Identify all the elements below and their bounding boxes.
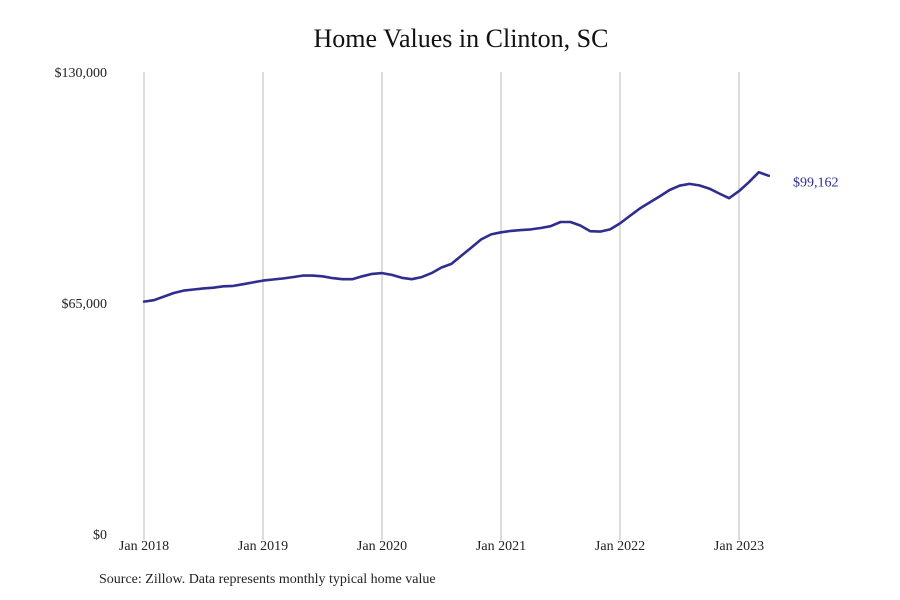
data-point — [173, 292, 175, 294]
data-point — [678, 185, 680, 187]
data-point — [361, 275, 363, 277]
end-value-label: $99,162 — [793, 176, 839, 191]
data-point — [232, 285, 234, 287]
data-point — [708, 187, 710, 189]
data-point — [292, 276, 294, 278]
data-point — [252, 281, 254, 283]
y-tick-label: $130,000 — [55, 66, 108, 81]
data-point — [698, 184, 700, 186]
data-point — [490, 233, 492, 235]
data-point — [163, 295, 165, 297]
data-point — [480, 238, 482, 240]
data-point — [421, 276, 423, 278]
data-point — [411, 278, 413, 280]
data-point — [153, 299, 155, 301]
series-line — [142, 170, 771, 303]
data-point — [629, 215, 631, 217]
data-point — [559, 221, 561, 223]
data-point — [222, 285, 224, 287]
data-point — [569, 221, 571, 223]
x-tick-label: Jan 2020 — [357, 539, 407, 554]
data-point — [282, 277, 284, 279]
data-point — [371, 273, 373, 275]
x-tick-label: Jan 2022 — [595, 539, 645, 554]
data-point — [272, 278, 274, 280]
data-point — [311, 274, 313, 276]
x-tick-label: Jan 2018 — [119, 539, 169, 554]
data-point — [609, 228, 611, 230]
x-axis-tick-labels: Jan 2018 Jan 2019 Jan 2020 Jan 2021 Jan 2022… — [119, 539, 764, 554]
data-point — [758, 171, 760, 173]
data-point — [212, 287, 214, 289]
data-point — [183, 289, 185, 291]
data-label-layer: $99,162 — [793, 176, 839, 191]
data-point — [381, 272, 383, 274]
series-layer — [142, 170, 771, 303]
y-axis-tick-labels: $0 $65,000 $130,000 — [55, 66, 108, 543]
data-point — [748, 181, 750, 183]
data-point — [321, 275, 323, 277]
data-point — [401, 277, 403, 279]
data-point — [589, 230, 591, 232]
data-point — [202, 287, 204, 289]
data-point — [341, 278, 343, 280]
data-point — [440, 266, 442, 268]
data-point — [540, 227, 542, 229]
y-tick-label: $0 — [93, 528, 107, 543]
data-point — [302, 274, 304, 276]
data-point — [649, 201, 651, 203]
data-point — [192, 288, 194, 290]
data-point — [143, 300, 145, 302]
data-point — [579, 224, 581, 226]
data-point — [530, 228, 532, 230]
data-point — [262, 279, 264, 281]
x-tick-label: Jan 2019 — [238, 539, 288, 554]
data-point — [500, 231, 502, 233]
data-point — [599, 230, 601, 232]
data-point — [668, 189, 670, 191]
data-point — [688, 183, 690, 185]
x-tick-label: Jan 2023 — [714, 539, 764, 554]
gridlines — [143, 72, 740, 540]
chart-title: Home Values in Clinton, SC — [313, 24, 609, 53]
data-point — [520, 229, 522, 231]
source-note: Source: Zillow. Data represents monthly … — [99, 572, 436, 587]
data-point — [391, 274, 393, 276]
data-point — [510, 230, 512, 232]
data-point — [242, 283, 244, 285]
data-point — [718, 192, 720, 194]
data-point — [549, 225, 551, 227]
data-point — [460, 255, 462, 257]
data-point — [728, 197, 730, 199]
y-tick-label: $65,000 — [62, 297, 108, 312]
x-tick-label: Jan 2021 — [476, 539, 526, 554]
data-point — [639, 207, 641, 209]
data-point — [331, 277, 333, 279]
data-point — [619, 222, 621, 224]
data-point — [659, 195, 661, 197]
data-point — [768, 175, 770, 177]
data-point — [738, 190, 740, 192]
data-point — [450, 263, 452, 265]
data-point — [351, 278, 353, 280]
data-point — [470, 246, 472, 248]
data-point — [430, 272, 432, 274]
